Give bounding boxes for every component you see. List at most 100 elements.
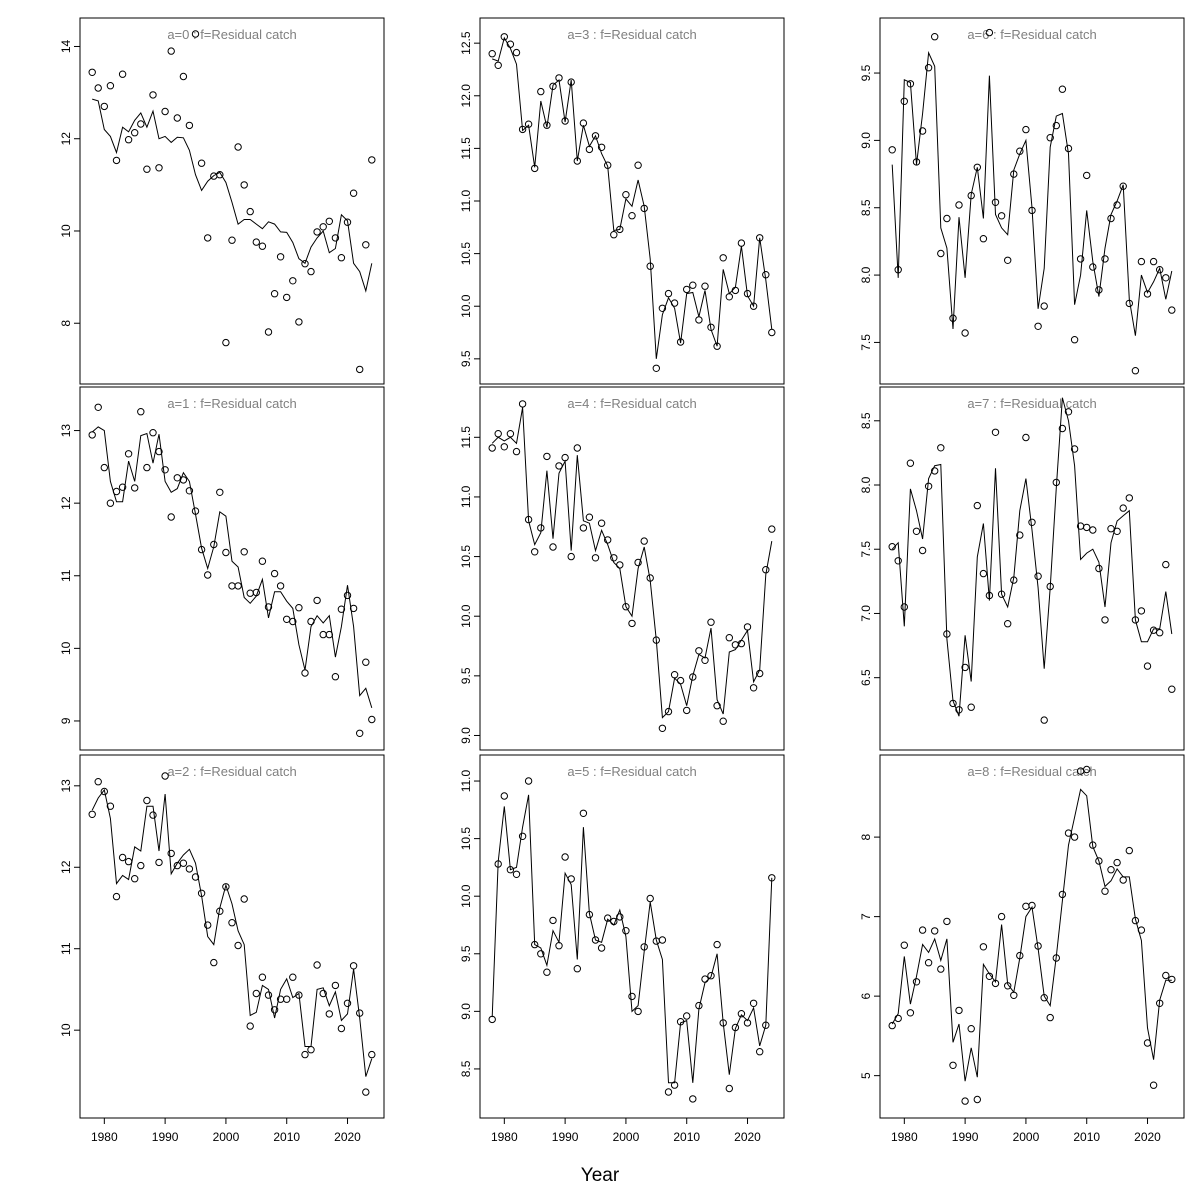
observed-point (604, 536, 612, 544)
observed-point (664, 1088, 673, 1096)
y-tick-label: 10.5 (459, 545, 473, 569)
observed-point (337, 1024, 346, 1033)
observed-point (1016, 147, 1024, 155)
observed-point (707, 323, 715, 331)
observed-point (949, 1061, 957, 1070)
observed-point (997, 912, 1006, 921)
x-tick-label: 1990 (152, 1130, 179, 1144)
observed-point (695, 316, 703, 324)
y-tick-label: 8.5 (859, 199, 873, 216)
observed-point (967, 191, 975, 200)
observed-point (670, 1081, 679, 1089)
observed-point (931, 927, 939, 935)
observed-point (949, 314, 957, 322)
panel-title: a=2 : f=Residual catch (167, 764, 296, 779)
observed-point (94, 403, 102, 411)
panel-frame (879, 17, 1185, 385)
y-tick-label: 11.0 (459, 189, 473, 212)
observed-point (307, 1046, 315, 1054)
y-tick-label: 14 (59, 39, 73, 53)
y-tick-label: 9.5 (459, 945, 473, 962)
observed-point (161, 466, 169, 474)
observed-point (362, 1088, 370, 1096)
observed-point (1162, 560, 1170, 569)
observed-point (500, 443, 508, 451)
observed-point (524, 120, 533, 128)
observed-point (985, 591, 994, 600)
observed-point (731, 641, 740, 649)
observed-point (1010, 576, 1018, 584)
observed-point (646, 894, 654, 903)
observed-point (912, 978, 921, 986)
observed-point (888, 1021, 896, 1030)
observed-point (1058, 890, 1067, 899)
observed-point (222, 548, 230, 557)
observed-point (1162, 274, 1170, 282)
observed-point (719, 717, 727, 725)
observed-point (1004, 982, 1012, 990)
observed-point (979, 569, 988, 578)
observed-point (591, 936, 600, 944)
observed-point (264, 328, 273, 336)
y-tick-label: 11 (59, 569, 73, 582)
observed-point (719, 254, 727, 262)
observed-point (295, 991, 303, 999)
x-axis-label: Year (581, 1165, 620, 1186)
observed-point (319, 630, 327, 639)
observed-point (488, 1015, 496, 1024)
observed-point (628, 992, 636, 1001)
panel-frame (479, 386, 785, 751)
observed-point (185, 865, 194, 873)
observed-point (1156, 629, 1164, 637)
observed-point (131, 129, 139, 137)
y-tick-label: 11 (59, 942, 73, 955)
observed-point (585, 513, 594, 521)
observed-point (173, 114, 182, 122)
observed-point (1137, 607, 1146, 615)
observed-point (924, 959, 933, 967)
panel-2: a=2 : f=Residual catch 10 11 12 13 1980 1990 20… (59, 754, 385, 1144)
observed-point (1113, 201, 1121, 209)
observed-point (106, 82, 115, 90)
y-tick-label: 6.5 (859, 669, 873, 686)
observed-point (356, 1009, 364, 1017)
observed-point (1095, 857, 1103, 865)
observed-point (1040, 302, 1048, 310)
y-tick-label: 10 (59, 224, 73, 238)
observed-point (1046, 582, 1054, 591)
observed-point (610, 917, 618, 926)
observed-point (173, 474, 182, 482)
observed-point (931, 33, 939, 41)
y-tick-label: 10.0 (459, 604, 473, 628)
observed-point (549, 916, 557, 925)
observed-point (512, 447, 521, 456)
observed-point (543, 968, 551, 976)
y-tick-label: 9 (59, 717, 73, 724)
observed-point (695, 647, 703, 655)
observed-point (118, 483, 127, 491)
x-tick-label: 2020 (1134, 1130, 1161, 1144)
observed-point (191, 873, 200, 881)
observed-point (719, 1019, 727, 1027)
observed-point (997, 590, 1006, 598)
observed-point (488, 50, 496, 58)
observed-point (191, 507, 200, 515)
y-tick-label: 12.5 (459, 31, 473, 55)
observed-point (1149, 1081, 1158, 1089)
fitted-line (492, 36, 773, 359)
observed-point (1034, 572, 1042, 580)
observed-point (683, 706, 691, 715)
observed-point (683, 1012, 691, 1020)
observed-point (368, 715, 376, 724)
observed-point (210, 958, 218, 967)
observed-point (689, 281, 697, 289)
observed-point (707, 618, 715, 626)
observed-point (585, 910, 594, 919)
observed-point (270, 290, 279, 298)
y-tick-label: 9.0 (459, 1003, 473, 1020)
observed-point (524, 777, 533, 785)
observed-point (204, 921, 212, 929)
x-tick-label: 2000 (213, 1130, 240, 1144)
observed-point (597, 143, 606, 152)
